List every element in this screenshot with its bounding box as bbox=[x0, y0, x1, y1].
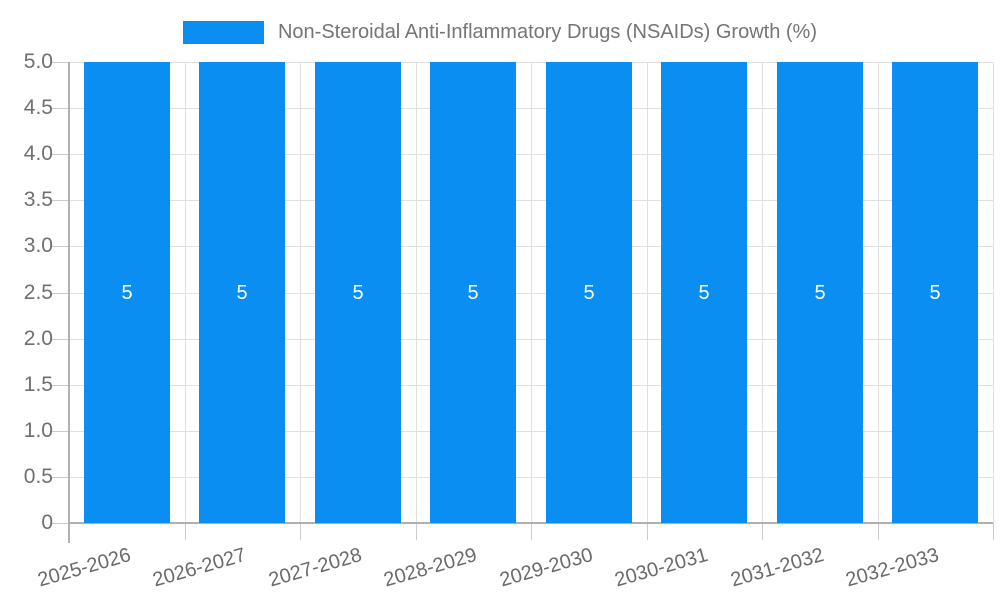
bar-value-label: 5 bbox=[236, 282, 248, 304]
y-axis-tick bbox=[52, 154, 69, 155]
bar-value-label: 5 bbox=[467, 282, 479, 304]
legend-label: Non-Steroidal Anti-Inflammatory Drugs (N… bbox=[277, 21, 818, 43]
legend-swatch[interactable] bbox=[182, 21, 264, 44]
legend-item[interactable]: Non-Steroidal Anti-Inflammatory Drugs (N… bbox=[0, 21, 1000, 44]
x-gridline bbox=[762, 62, 763, 523]
x-axis-tick bbox=[878, 523, 879, 540]
y-axis-tick bbox=[52, 477, 69, 478]
x-gridline bbox=[993, 62, 994, 523]
y-tick-label: 0 bbox=[41, 511, 53, 534]
x-gridline bbox=[647, 62, 648, 523]
y-tick-label: 2.5 bbox=[23, 281, 53, 304]
y-tick-label: 4.0 bbox=[23, 142, 53, 165]
x-axis-tick bbox=[531, 523, 532, 540]
bar[interactable] bbox=[199, 62, 285, 523]
bar[interactable] bbox=[661, 62, 747, 523]
x-axis-tick bbox=[300, 523, 301, 540]
y-tick-label: 4.5 bbox=[23, 96, 53, 119]
y-tick-label: 1.0 bbox=[23, 419, 53, 442]
bar[interactable] bbox=[315, 62, 401, 523]
x-axis-tick bbox=[647, 523, 648, 540]
bar-value-label: 5 bbox=[352, 282, 364, 304]
x-axis-tick bbox=[185, 523, 186, 540]
x-gridline bbox=[531, 62, 532, 523]
x-gridline bbox=[416, 62, 417, 523]
bar[interactable] bbox=[84, 62, 170, 523]
y-tick-label: 2.0 bbox=[23, 327, 53, 350]
y-axis-tick bbox=[52, 523, 69, 524]
bar-value-label: 5 bbox=[121, 282, 133, 304]
x-axis-tick bbox=[416, 523, 417, 540]
bar-value-label: 5 bbox=[929, 282, 941, 304]
x-axis-tick bbox=[762, 523, 763, 540]
x-gridline bbox=[185, 62, 186, 523]
bar-value-label: 5 bbox=[583, 282, 595, 304]
bar[interactable] bbox=[430, 62, 516, 523]
bar[interactable] bbox=[777, 62, 863, 523]
y-axis-tick bbox=[52, 108, 69, 109]
y-axis-tick bbox=[52, 431, 69, 432]
bar-value-label: 5 bbox=[698, 282, 710, 304]
x-gridline bbox=[300, 62, 301, 523]
y-tick-label: 3.0 bbox=[23, 234, 53, 257]
y-axis-tick bbox=[52, 246, 69, 247]
y-axis-tick bbox=[52, 339, 69, 340]
y-tick-label: 3.5 bbox=[23, 188, 53, 211]
x-axis-line bbox=[69, 522, 993, 524]
bar-value-label: 5 bbox=[814, 282, 826, 304]
y-axis-tick bbox=[52, 62, 69, 63]
y-tick-label: 0.5 bbox=[23, 465, 53, 488]
bar[interactable] bbox=[546, 62, 632, 523]
y-axis-tick bbox=[52, 293, 69, 294]
x-gridline bbox=[878, 62, 879, 523]
bar[interactable] bbox=[892, 62, 978, 523]
y-axis-tick bbox=[52, 385, 69, 386]
y-axis-tick bbox=[52, 200, 69, 201]
y-tick-label: 5.0 bbox=[23, 50, 53, 73]
y-tick-label: 1.5 bbox=[23, 373, 53, 396]
x-axis-tick bbox=[993, 523, 994, 540]
y-axis-line bbox=[68, 62, 70, 543]
